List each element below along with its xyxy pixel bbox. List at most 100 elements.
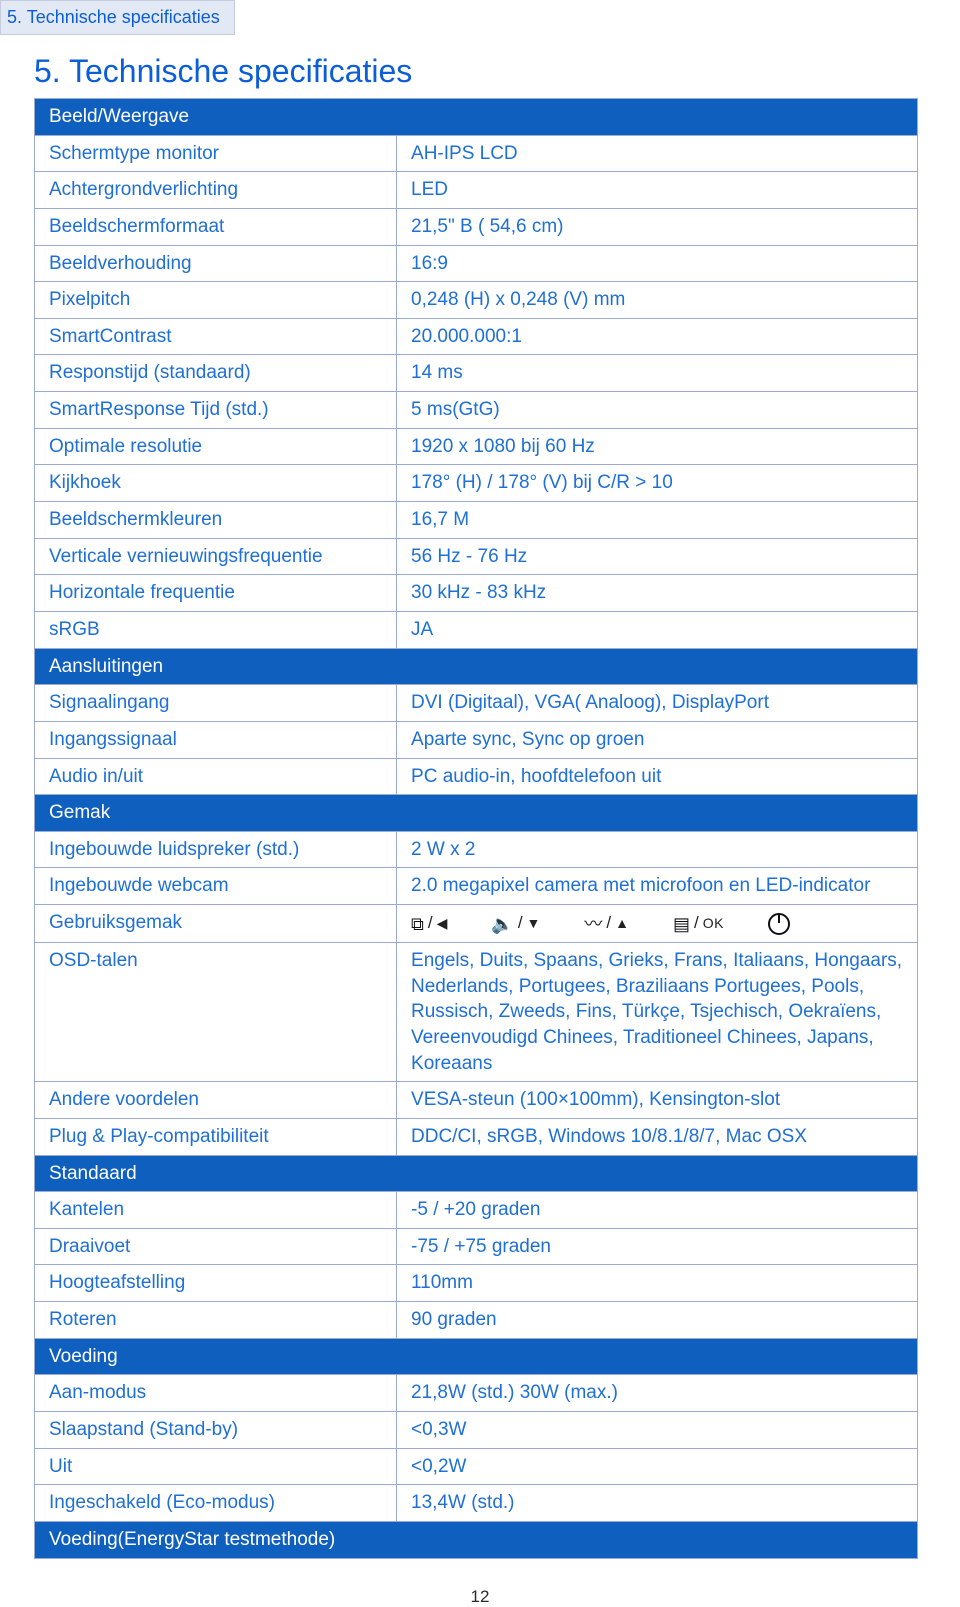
section-header: Aansluitingen <box>35 648 918 685</box>
table-row: SignaalingangDVI (Digitaal), VGA( Analoo… <box>35 685 918 722</box>
table-row: Uit<0,2W <box>35 1448 918 1485</box>
table-row: Andere voordelenVESA-steun (100×100mm), … <box>35 1082 918 1119</box>
page-number: 12 <box>0 1587 960 1607</box>
spec-value: JA <box>397 611 918 648</box>
spec-label: sRGB <box>35 611 397 648</box>
spec-label: Gebruiksgemak <box>35 905 397 943</box>
table-row: Ingebouwde luidspreker (std.)2 W x 2 <box>35 831 918 868</box>
spec-label: Beeldschermformaat <box>35 208 397 245</box>
table-row: Schermtype monitorAH-IPS LCD <box>35 135 918 172</box>
spec-label: Optimale resolutie <box>35 428 397 465</box>
table-row: Gebruiksgemak ⧉/◀ 🔈/▼ 〰/▲ ▤/OK <box>35 905 918 943</box>
table-row: Plug & Play-compatibiliteitDDC/CI, sRGB,… <box>35 1118 918 1155</box>
power-icon <box>768 913 790 935</box>
spec-label: Beeldverhouding <box>35 245 397 282</box>
table-row: Responstijd (standaard)14 ms <box>35 355 918 392</box>
spec-value: AH-IPS LCD <box>397 135 918 172</box>
spec-value: 178° (H) / 178° (V) bij C/R > 10 <box>397 465 918 502</box>
table-row: Kijkhoek178° (H) / 178° (V) bij C/R > 10 <box>35 465 918 502</box>
section-header-cell: Beeld/Weergave <box>35 99 918 136</box>
spec-value: 14 ms <box>397 355 918 392</box>
spec-value: -75 / +75 graden <box>397 1228 918 1265</box>
spec-value: Engels, Duits, Spaans, Grieks, Frans, It… <box>397 943 918 1082</box>
table-row: Aan-modus21,8W (std.) 30W (max.) <box>35 1375 918 1412</box>
spec-label: Responstijd (standaard) <box>35 355 397 392</box>
sensor-up-icon: 〰/▲ <box>584 912 629 935</box>
spec-label: Horizontale frequentie <box>35 575 397 612</box>
spec-label: Draaivoet <box>35 1228 397 1265</box>
table-row: SmartContrast20.000.000:1 <box>35 318 918 355</box>
table-row: Draaivoet-75 / +75 graden <box>35 1228 918 1265</box>
section-header-cell: Voeding(EnergyStar testmethode) <box>35 1521 918 1558</box>
spec-table: Beeld/WeergaveSchermtype monitorAH-IPS L… <box>34 98 918 1559</box>
table-row: Kantelen-5 / +20 graden <box>35 1192 918 1229</box>
section-header-cell: Standaard <box>35 1155 918 1192</box>
spec-value: VESA-steun (100×100mm), Kensington-slot <box>397 1082 918 1119</box>
spec-label: Ingangssignaal <box>35 721 397 758</box>
spec-value: 56 Hz - 76 Hz <box>397 538 918 575</box>
spec-label: Signaalingang <box>35 685 397 722</box>
table-row: Pixelpitch0,248 (H) x 0,248 (V) mm <box>35 282 918 319</box>
spec-value: DVI (Digitaal), VGA( Analoog), DisplayPo… <box>397 685 918 722</box>
section-header: Voeding <box>35 1338 918 1375</box>
section-header-cell: Aansluitingen <box>35 648 918 685</box>
table-row: Ingeschakeld (Eco-modus)13,4W (std.) <box>35 1485 918 1522</box>
spec-value: <0,2W <box>397 1448 918 1485</box>
spec-label: Plug & Play-compatibiliteit <box>35 1118 397 1155</box>
spec-value: 16,7 M <box>397 502 918 539</box>
section-header: Standaard <box>35 1155 918 1192</box>
spec-label: Hoogteafstelling <box>35 1265 397 1302</box>
spec-value: 2.0 megapixel camera met microfoon en LE… <box>397 868 918 905</box>
smartimage-left-icon: ⧉/◀ <box>411 912 447 935</box>
volume-down-icon: 🔈/▼ <box>491 912 540 935</box>
spec-label: Schermtype monitor <box>35 135 397 172</box>
spec-label: SmartContrast <box>35 318 397 355</box>
spec-value: Aparte sync, Sync op groen <box>397 721 918 758</box>
spec-value: PC audio-in, hoofdtelefoon uit <box>397 758 918 795</box>
table-row: AchtergrondverlichtingLED <box>35 172 918 209</box>
table-row: OSD-talenEngels, Duits, Spaans, Grieks, … <box>35 943 918 1082</box>
table-row: Beeldverhouding16:9 <box>35 245 918 282</box>
spec-value: 90 graden <box>397 1302 918 1339</box>
spec-value: 2 W x 2 <box>397 831 918 868</box>
section-header: Beeld/Weergave <box>35 99 918 136</box>
spec-label: Aan-modus <box>35 1375 397 1412</box>
spec-value: 1920 x 1080 bij 60 Hz <box>397 428 918 465</box>
table-row: Audio in/uitPC audio-in, hoofdtelefoon u… <box>35 758 918 795</box>
page-title: 5. Technische specificaties <box>0 35 960 98</box>
table-row: Ingebouwde webcam2.0 megapixel camera me… <box>35 868 918 905</box>
table-row: SmartResponse Tijd (std.)5 ms(GtG) <box>35 392 918 429</box>
spec-value: 0,248 (H) x 0,248 (V) mm <box>397 282 918 319</box>
table-row: Roteren90 graden <box>35 1302 918 1339</box>
table-row: Verticale vernieuwingsfrequentie56 Hz - … <box>35 538 918 575</box>
table-row: Hoogteafstelling110mm <box>35 1265 918 1302</box>
spec-value: 21,5" B ( 54,6 cm) <box>397 208 918 245</box>
spec-value: 30 kHz - 83 kHz <box>397 575 918 612</box>
table-row: Beeldschermformaat21,5" B ( 54,6 cm) <box>35 208 918 245</box>
section-header-cell: Gemak <box>35 795 918 832</box>
section-header-cell: Voeding <box>35 1338 918 1375</box>
section-header: Voeding(EnergyStar testmethode) <box>35 1521 918 1558</box>
spec-label: SmartResponse Tijd (std.) <box>35 392 397 429</box>
spec-label: Ingeschakeld (Eco-modus) <box>35 1485 397 1522</box>
table-row: sRGBJA <box>35 611 918 648</box>
spec-label: Ingebouwde luidspreker (std.) <box>35 831 397 868</box>
spec-label: Roteren <box>35 1302 397 1339</box>
spec-label: Uit <box>35 1448 397 1485</box>
spec-label: OSD-talen <box>35 943 397 1082</box>
table-row: Horizontale frequentie30 kHz - 83 kHz <box>35 575 918 612</box>
spec-label: Pixelpitch <box>35 282 397 319</box>
spec-value: DDC/CI, sRGB, Windows 10/8.1/8/7, Mac OS… <box>397 1118 918 1155</box>
spec-label: Ingebouwde webcam <box>35 868 397 905</box>
spec-value: 110mm <box>397 1265 918 1302</box>
spec-value: 20.000.000:1 <box>397 318 918 355</box>
gebruiksgemak-icons-cell: ⧉/◀ 🔈/▼ 〰/▲ ▤/OK <box>397 905 918 943</box>
spec-value: 13,4W (std.) <box>397 1485 918 1522</box>
spec-label: Audio in/uit <box>35 758 397 795</box>
spec-label: Kantelen <box>35 1192 397 1229</box>
section-header: Gemak <box>35 795 918 832</box>
spec-label: Kijkhoek <box>35 465 397 502</box>
table-row: Optimale resolutie1920 x 1080 bij 60 Hz <box>35 428 918 465</box>
spec-label: Andere voordelen <box>35 1082 397 1119</box>
menu-ok-icon: ▤/OK <box>673 912 724 935</box>
